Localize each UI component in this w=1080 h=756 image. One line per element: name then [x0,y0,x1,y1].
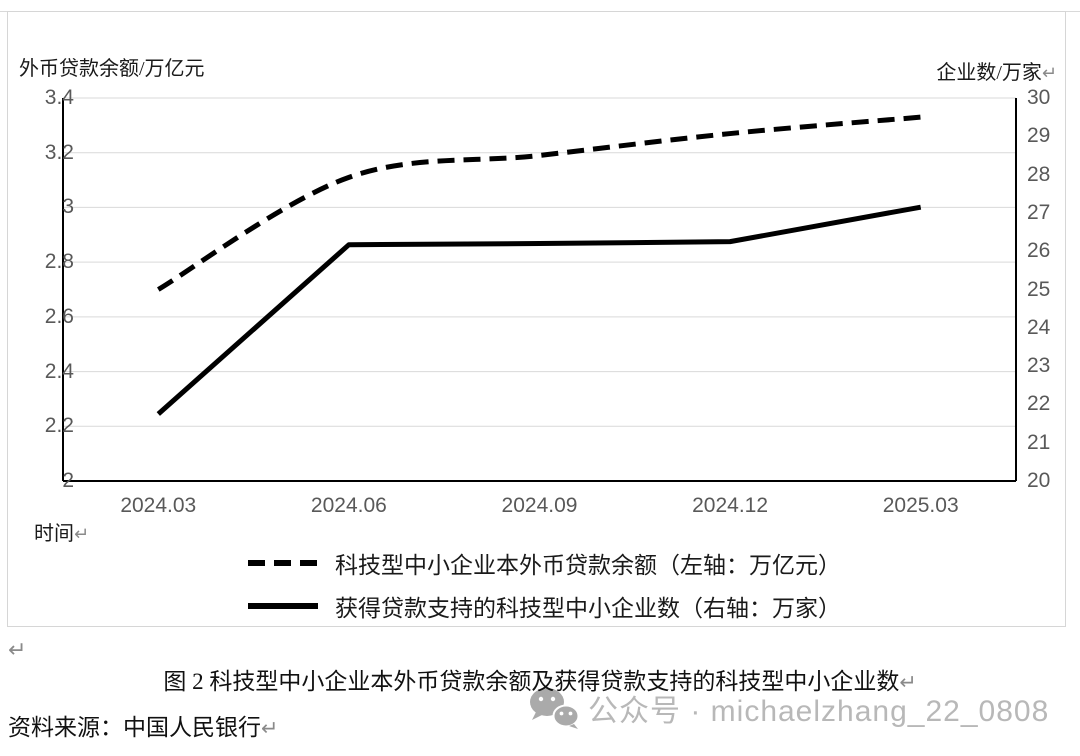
right-axis-title: 企业数/万家↵ [936,60,1057,87]
watermark-text: 公众号 · michaelzhang_22_0808 [588,695,1050,728]
figure-caption-text: 图 2 科技型中小企业本外币贷款余额及获得贷款支持的科技型中小企业数 [163,669,900,694]
legend-label: 科技型中小企业本外币贷款余额（左轴：万亿元） [335,552,841,578]
x-axis-label: 2024.09 [501,494,578,517]
x-axis-label: 2024.12 [692,494,769,517]
right-axis-tick-label: 26 [1027,239,1051,263]
paragraph-mark-icon: ↵ [74,524,90,545]
chart-legend: 科技型中小企业本外币贷款余额（左轴：万亿元） 获得贷款支持的科技型中小企业数（右轴… [248,541,841,627]
left-axis-tick-label: 2.4 [44,359,74,383]
paragraph-mark-icon: ↵ [261,716,279,740]
right-axis-tick-label: 29 [1027,124,1051,148]
solid-line-sample-icon [248,602,318,609]
x-axis-title-text: 时间 [34,523,74,545]
x-axis-title: 时间↵ [34,517,89,546]
legend-label: 获得贷款支持的科技型中小企业数（右轴：万家） [335,595,841,621]
watermark: 公众号 · michaelzhang_22_0808 [528,686,1049,730]
dashed-line-sample-icon [248,559,318,566]
right-axis-tick-label: 30 [1027,86,1051,109]
left-axis-tick-label: 3.4 [44,86,74,109]
paragraph-mark-icon: ↵ [899,670,917,694]
left-axis-tick-label: 3 [62,195,74,219]
right-axis-tick-label: 28 [1027,162,1051,186]
left-axis-tick-label: 2.6 [44,304,74,328]
x-axis-label: 2024.06 [310,494,387,517]
series-line-0 [157,114,921,292]
right-axis-tick-label: 22 [1027,392,1051,416]
x-axis-label: 2025.03 [882,494,959,517]
x-axis-label: 2024.03 [120,494,197,517]
right-axis-tick-label: 24 [1027,315,1051,339]
left-axis-title: 外币贷款余额/万亿元 [19,56,205,82]
left-axis-tick-label: 2 [62,469,74,492]
right-axis-title-text: 企业数/万家 [936,62,1042,84]
right-axis-tick-label: 23 [1027,354,1051,378]
right-axis-tick-label: 27 [1027,200,1051,224]
paragraph-mark-icon: ↵ [8,638,27,663]
legend-item: 科技型中小企业本外币贷款余额（左轴：万亿元） [248,541,841,584]
wechat-icon [530,688,580,729]
source-text: 资料来源：中国人民银行 [8,715,261,740]
paragraph-mark-icon: ↵ [1041,63,1057,84]
chart-object[interactable]: 外币贷款余额/万亿元 企业数/万家↵ 3.4 3.2 3 2.8 2.6 2.4 2.2 2 … [7,11,1066,627]
left-axis-title-text: 外币贷款余额/万亿元 [19,58,205,80]
plot-area [62,97,1017,482]
left-axis-tick-label: 3.2 [44,140,74,164]
right-axis-tick-label: 20 [1027,469,1051,492]
series-line-1 [156,204,922,416]
figure-caption: 图 2 科技型中小企业本外币贷款余额及获得贷款支持的科技型中小企业数↵ [0,666,1080,698]
source-line: 资料来源：中国人民银行↵ [8,712,278,744]
left-axis-tick-label: 2.2 [44,414,74,438]
left-axis-tick-label: 2.8 [44,250,74,274]
right-axis-tick-label: 21 [1027,430,1051,454]
legend-item: 获得贷款支持的科技型中小企业数（右轴：万家） [248,584,841,627]
right-axis-tick-label: 25 [1027,277,1051,301]
